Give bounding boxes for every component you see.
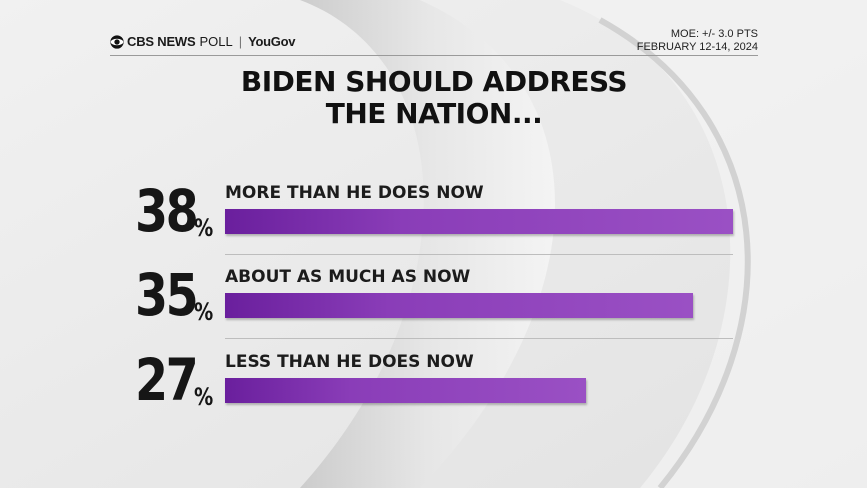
cbs-eye-icon [110, 34, 124, 49]
brand-separator: | [238, 34, 243, 49]
percent-sign: % [194, 298, 214, 326]
brand-poll: POLL [199, 34, 233, 49]
value-number: 35 [135, 261, 199, 329]
value-number: 38 [135, 177, 199, 245]
value-number: 27 [135, 346, 199, 414]
brand-cbs: CBS NEWS [127, 34, 196, 49]
brand-partner: YouGov [248, 34, 296, 49]
value-label: 38% [135, 177, 214, 245]
percent-sign: % [194, 214, 214, 242]
row-divider [225, 254, 733, 255]
bar [225, 293, 693, 318]
poll-meta: MOE: +/- 3.0 PTS FEBRUARY 12-14, 2024 [637, 28, 758, 54]
brand-logo: CBS NEWS POLL | YouGov [110, 34, 295, 49]
header: CBS NEWS POLL | YouGov MOE: +/- 3.0 PTS … [110, 28, 758, 56]
value-label: 35% [135, 261, 214, 329]
bar-row: 35% ABOUT AS MUCH AS NOW [135, 264, 735, 348]
chart-title-line-1: BIDEN SHOULD ADDRESS [240, 65, 628, 98]
header-divider [110, 55, 758, 56]
category-label: ABOUT AS MUCH AS NOW [225, 267, 471, 287]
bar [225, 209, 733, 234]
category-label: LESS THAN HE DOES NOW [225, 352, 474, 372]
poll-dates: FEBRUARY 12-14, 2024 [636, 41, 758, 53]
bar [225, 378, 586, 403]
bar-row: 27% LESS THAN HE DOES NOW [135, 349, 735, 433]
margin-of-error: MOE: +/- 3.0 PTS [670, 28, 758, 40]
row-divider [225, 338, 733, 339]
chart-title-line-2: THE NATION... [325, 97, 543, 130]
category-label: MORE THAN HE DOES NOW [225, 183, 484, 203]
value-label: 27% [135, 346, 214, 414]
chart-title: BIDEN SHOULD ADDRESS THE NATION... [110, 66, 758, 130]
bar-row: 38% MORE THAN HE DOES NOW [135, 180, 735, 264]
percent-sign: % [194, 383, 214, 411]
